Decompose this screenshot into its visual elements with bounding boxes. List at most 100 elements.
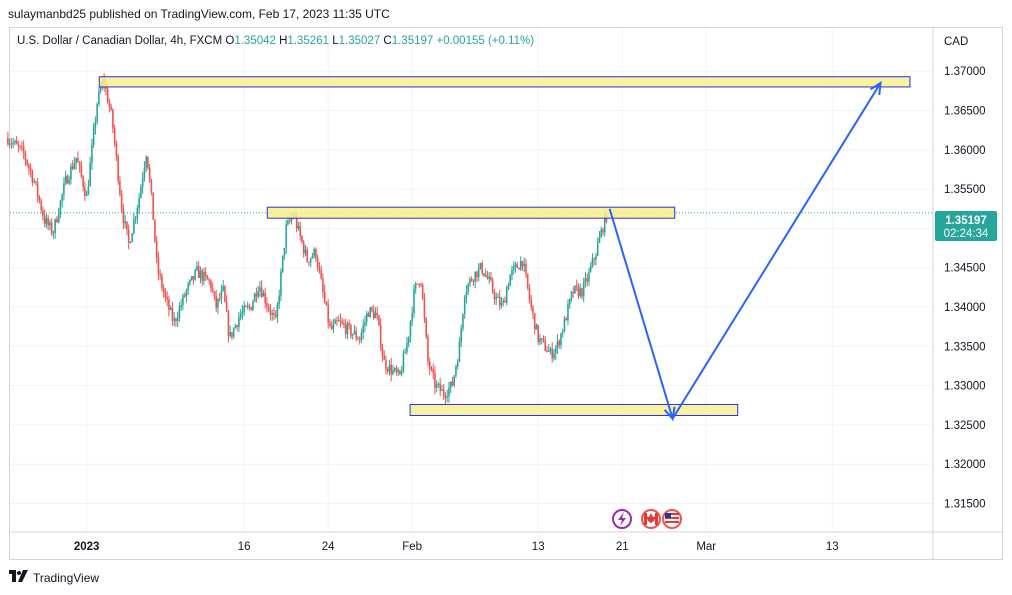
candle-body xyxy=(290,217,293,221)
candle-body xyxy=(42,210,44,217)
candle-body xyxy=(596,242,599,256)
candle-body xyxy=(141,177,144,188)
currency-label: CAD xyxy=(944,36,968,48)
candle-body xyxy=(598,236,601,243)
candle-body xyxy=(567,304,569,321)
footer-brand[interactable]: TradingView xyxy=(9,570,99,585)
publish-line: sulaymanbd25 published on TradingView.co… xyxy=(8,7,390,21)
top-zone[interactable] xyxy=(98,76,911,88)
candle-body xyxy=(131,233,133,243)
candle-body xyxy=(112,109,114,129)
canada-flag-icon[interactable] xyxy=(641,509,661,529)
legend-close-value: 1.35197 xyxy=(391,35,434,47)
candle-body xyxy=(488,276,491,279)
candle-body xyxy=(164,292,167,298)
price-tag-bg xyxy=(935,211,997,241)
candle-body xyxy=(231,332,233,337)
candle-body xyxy=(119,180,121,195)
candle-body xyxy=(155,241,158,258)
candle-body xyxy=(136,208,139,218)
candle-body xyxy=(49,222,51,226)
candle-body xyxy=(175,318,177,322)
candle-body xyxy=(549,348,552,351)
candle-body xyxy=(262,292,265,297)
candle-body xyxy=(570,291,573,299)
legend-open-label: O xyxy=(225,35,235,47)
candle-body xyxy=(85,194,88,197)
y-tick-label: 1.36000 xyxy=(944,145,986,157)
event-icons[interactable] xyxy=(612,509,682,529)
candle-body xyxy=(87,186,90,195)
candle-body xyxy=(10,143,13,145)
candle-body xyxy=(448,387,450,397)
y-tick-label: 1.31500 xyxy=(944,498,986,510)
candle-body xyxy=(250,307,252,310)
mid-zone[interactable] xyxy=(266,206,676,219)
candle-body xyxy=(481,263,484,274)
candles xyxy=(7,73,608,405)
candle-body xyxy=(323,291,326,302)
candle-body xyxy=(232,328,235,337)
candle-body xyxy=(516,264,519,268)
candle-body xyxy=(199,270,202,278)
candle-body xyxy=(190,276,193,280)
candle-body xyxy=(514,264,517,267)
candle-body xyxy=(351,334,354,336)
y-tick-label: 1.36500 xyxy=(944,106,986,118)
candle-body xyxy=(546,350,548,352)
candle-body xyxy=(379,324,382,348)
bottom-zone[interactable] xyxy=(409,403,739,416)
candle-body xyxy=(381,347,384,356)
candle-body xyxy=(495,297,498,300)
candle-body xyxy=(490,276,492,281)
candle-body xyxy=(91,145,93,164)
candle-body xyxy=(330,326,333,329)
candle-body xyxy=(355,330,357,339)
candle-body xyxy=(540,338,543,340)
us-flag-icon[interactable] xyxy=(662,509,682,529)
candle-body xyxy=(61,194,63,201)
candle-body xyxy=(500,302,503,306)
candle-body xyxy=(33,181,35,183)
y-tick-label: 1.34500 xyxy=(944,263,986,275)
footer-brand-text: TradingView xyxy=(33,570,100,585)
candle-body xyxy=(378,315,380,325)
candle-body xyxy=(595,255,597,260)
candle-body xyxy=(217,298,219,308)
candle-body xyxy=(253,293,256,302)
price-tag: 1.35197 02:24:34 xyxy=(935,211,997,241)
candle-body xyxy=(556,341,559,348)
x-tick-label: 16 xyxy=(238,541,251,553)
projection-line[interactable] xyxy=(608,82,882,422)
candle-body xyxy=(418,283,420,285)
candle-body xyxy=(560,333,562,346)
candle-body xyxy=(113,128,116,144)
x-tick-label: 24 xyxy=(322,541,335,553)
candle-body xyxy=(180,305,182,308)
candle-body xyxy=(56,219,58,223)
candle-body xyxy=(257,291,259,297)
candle-body xyxy=(98,91,100,104)
candle-body xyxy=(504,300,506,303)
candle-body xyxy=(353,330,356,335)
price-tag-price: 1.35197 xyxy=(945,215,987,227)
candle-body xyxy=(171,307,174,321)
candle-body xyxy=(92,128,95,146)
candle-body xyxy=(168,299,170,310)
candle-body xyxy=(518,267,520,270)
candle-body xyxy=(591,258,594,267)
candle-body xyxy=(421,284,424,299)
candle-body xyxy=(187,283,189,291)
candle-body xyxy=(35,181,37,183)
y-tick-label: 1.32500 xyxy=(944,420,986,432)
lightning-icon[interactable] xyxy=(612,509,632,529)
candle-body xyxy=(430,368,433,370)
candle-body xyxy=(526,273,529,288)
candle-body xyxy=(582,282,585,297)
price-tag-countdown: 02:24:34 xyxy=(944,228,989,240)
candle-body xyxy=(453,375,455,386)
candle-body xyxy=(435,384,438,388)
candle-body xyxy=(497,296,499,298)
candle-body xyxy=(21,146,23,148)
